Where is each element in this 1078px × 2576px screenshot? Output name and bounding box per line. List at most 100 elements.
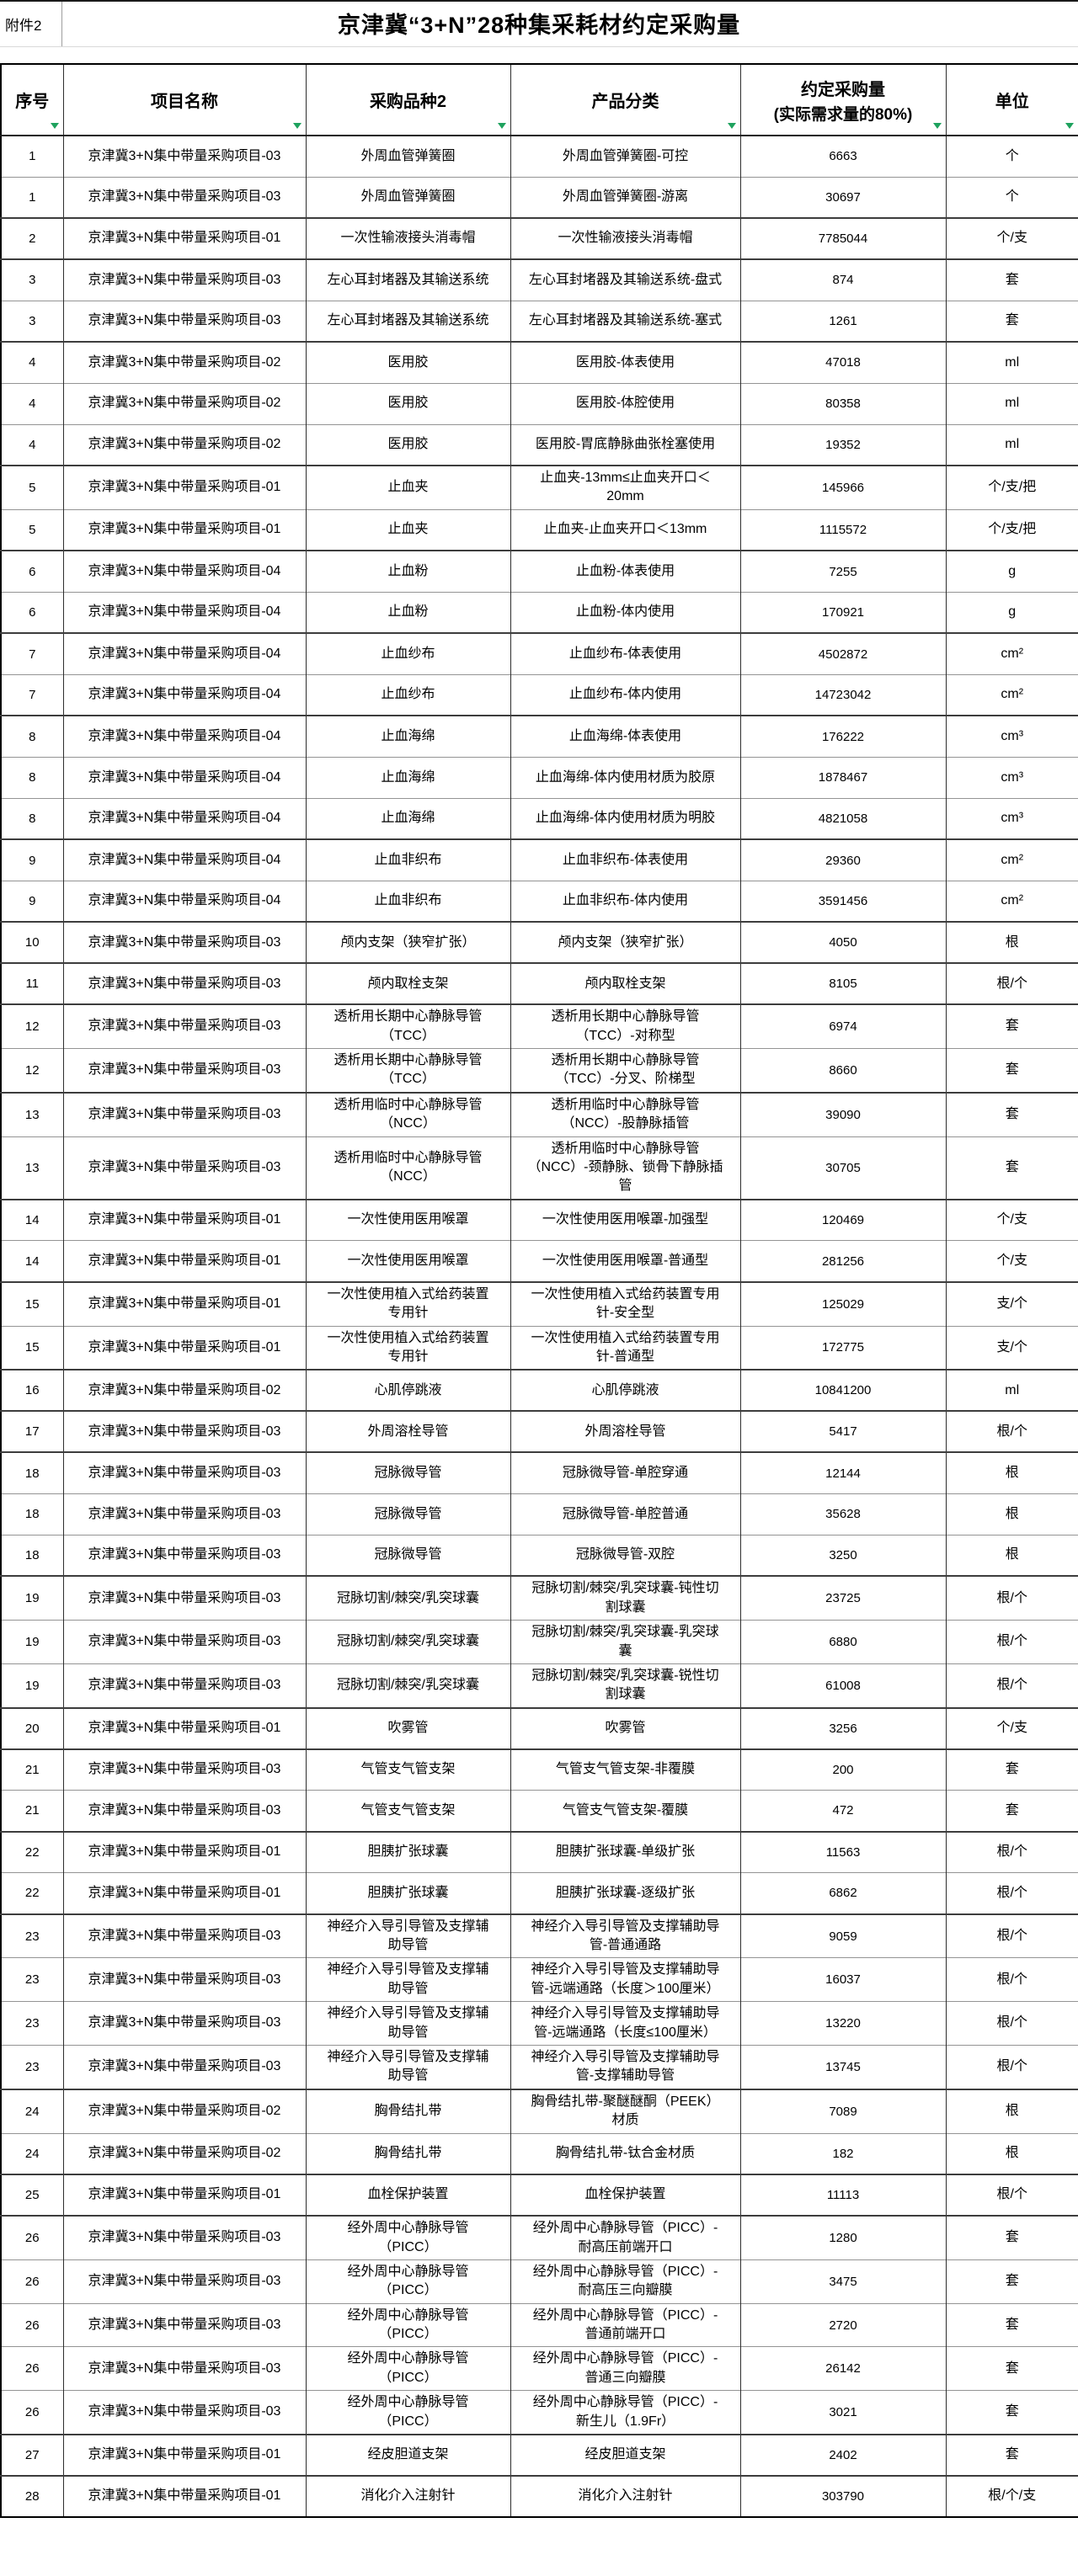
variety-cell[interactable]: 左心耳封堵器及其输送系统 [305, 258, 510, 301]
project-cell[interactable]: 京津冀3+N集中带量采购项目-01 [62, 464, 306, 510]
unit-cell[interactable]: 套 [945, 300, 1078, 342]
project-cell[interactable]: 京津冀3+N集中带量采购项目-03 [62, 2302, 306, 2347]
project-cell[interactable]: 京津冀3+N集中带量采购项目-04 [62, 632, 306, 675]
unit-cell[interactable]: 支/个 [945, 1280, 1078, 1327]
project-cell[interactable]: 京津冀3+N集中带量采购项目-02 [62, 423, 306, 466]
seq-cell[interactable]: 14 [1, 1198, 63, 1241]
unit-cell[interactable]: 根/个 [945, 1913, 1078, 1958]
qty-cell[interactable]: 26142 [739, 2346, 946, 2391]
variety-cell[interactable]: 止血非织布 [305, 880, 510, 923]
variety-cell[interactable]: 一次性使用医用喉罩 [305, 1240, 510, 1282]
category-cell[interactable]: 止血纱布-体内使用 [510, 673, 740, 716]
category-cell[interactable]: 止血粉-体表使用 [510, 550, 740, 593]
seq-cell[interactable]: 3 [1, 258, 63, 301]
category-cell[interactable]: 神经介入导引导管及支撑辅助导管-远端通路（长度＞100厘米） [510, 1957, 740, 2002]
category-cell[interactable]: 气管支气管支架-覆膜 [510, 1790, 740, 1832]
unit-cell[interactable]: 套 [945, 2346, 1078, 2391]
category-cell[interactable]: 左心耳封堵器及其输送系统-塞式 [510, 300, 740, 342]
category-cell[interactable]: 止血非织布-体表使用 [510, 838, 740, 881]
category-cell[interactable]: 颅内支架（狭窄扩张） [510, 921, 740, 964]
variety-cell[interactable]: 外周血管弹簧圈 [305, 136, 510, 177]
variety-cell[interactable]: 胆胰扩张球囊 [305, 1830, 510, 1873]
project-cell[interactable]: 京津冀3+N集中带量采购项目-03 [62, 1575, 306, 1621]
variety-cell[interactable]: 冠脉微导管 [305, 1451, 510, 1494]
seq-cell[interactable]: 6 [1, 550, 63, 593]
category-cell[interactable]: 经外周中心静脉导管（PICC）-耐高压前端开口 [510, 2215, 740, 2260]
qty-cell[interactable]: 29360 [739, 838, 946, 881]
project-cell[interactable]: 京津冀3+N集中带量采购项目-01 [62, 2434, 306, 2477]
project-cell[interactable]: 京津冀3+N集中带量采购项目-03 [62, 300, 306, 342]
unit-cell[interactable]: 根/个 [945, 962, 1078, 1005]
project-cell[interactable]: 京津冀3+N集中带量采购项目-03 [62, 1957, 306, 2002]
unit-cell[interactable]: 套 [945, 2215, 1078, 2260]
unit-cell[interactable]: 个/支/把 [945, 508, 1078, 551]
unit-cell[interactable]: cm³ [945, 797, 1078, 840]
project-cell[interactable]: 京津冀3+N集中带量采购项目-03 [62, 1048, 306, 1093]
category-cell[interactable]: 经外周中心静脉导管（PICC）-新生儿（1.9Fr） [510, 2390, 740, 2435]
seq-cell[interactable]: 23 [1, 1957, 63, 2002]
variety-cell[interactable]: 一次性使用植入式给药装置专用针 [305, 1325, 510, 1370]
unit-cell[interactable]: cm² [945, 673, 1078, 716]
unit-cell[interactable]: 根/个 [945, 2045, 1078, 2089]
variety-cell[interactable]: 经外周中心静脉导管（PICC） [305, 2346, 510, 2391]
qty-cell[interactable]: 3256 [739, 1706, 946, 1749]
unit-cell[interactable]: 根/个 [945, 1575, 1078, 1621]
seq-cell[interactable]: 2 [1, 217, 63, 259]
unit-cell[interactable]: g [945, 591, 1078, 634]
unit-cell[interactable]: cm² [945, 838, 1078, 881]
variety-cell[interactable]: 透析用长期中心静脉导管（TCC） [305, 1048, 510, 1093]
project-cell[interactable]: 京津冀3+N集中带量采购项目-03 [62, 2390, 306, 2435]
qty-cell[interactable]: 11113 [739, 2174, 946, 2217]
category-cell[interactable]: 一次性使用医用喉罩-普通型 [510, 1240, 740, 1282]
project-cell[interactable]: 京津冀3+N集中带量采购项目-03 [62, 1003, 306, 1049]
category-cell[interactable]: 冠脉切割/棘突/乳突球囊-锐性切割球囊 [510, 1663, 740, 1708]
project-cell[interactable]: 京津冀3+N集中带量采购项目-03 [62, 2346, 306, 2391]
project-cell[interactable]: 京津冀3+N集中带量采购项目-03 [62, 2045, 306, 2089]
category-cell[interactable]: 经外周中心静脉导管（PICC）-耐高压三向瓣膜 [510, 2259, 740, 2304]
unit-cell[interactable]: 根 [945, 2088, 1078, 2134]
variety-cell[interactable]: 血栓保护装置 [305, 2174, 510, 2217]
unit-cell[interactable]: 套 [945, 258, 1078, 301]
unit-cell[interactable]: 个/支/把 [945, 464, 1078, 510]
variety-cell[interactable]: 外周溶栓导管 [305, 1410, 510, 1453]
category-cell[interactable]: 一次性输液接头消毒帽 [510, 217, 740, 259]
unit-cell[interactable]: 根 [945, 1493, 1078, 1535]
seq-cell[interactable]: 22 [1, 1872, 63, 1914]
seq-cell[interactable]: 4 [1, 423, 63, 466]
qty-cell[interactable]: 1878467 [739, 756, 946, 799]
seq-cell[interactable]: 1 [1, 136, 63, 177]
unit-cell[interactable]: 个/支 [945, 1198, 1078, 1241]
qty-cell[interactable]: 6974 [739, 1003, 946, 1049]
project-cell[interactable]: 京津冀3+N集中带量采购项目-03 [62, 921, 306, 964]
project-cell[interactable]: 京津冀3+N集中带量采购项目-04 [62, 550, 306, 593]
qty-cell[interactable]: 30697 [739, 176, 946, 218]
project-cell[interactable]: 京津冀3+N集中带量采购项目-03 [62, 258, 306, 301]
filter-dropdown-icon[interactable] [725, 120, 738, 131]
qty-cell[interactable]: 30705 [739, 1136, 946, 1200]
seq-cell[interactable]: 5 [1, 508, 63, 551]
unit-cell[interactable]: 套 [945, 1048, 1078, 1093]
project-cell[interactable]: 京津冀3+N集中带量采购项目-02 [62, 2132, 306, 2175]
qty-cell[interactable]: 170921 [739, 591, 946, 634]
unit-cell[interactable]: 支/个 [945, 1325, 1078, 1370]
category-cell[interactable]: 医用胶-胃底静脉曲张栓塞使用 [510, 423, 740, 466]
qty-cell[interactable]: 176222 [739, 715, 946, 758]
qty-cell[interactable]: 39090 [739, 1091, 946, 1137]
project-cell[interactable]: 京津冀3+N集中带量采购项目-01 [62, 1706, 306, 1749]
variety-cell[interactable]: 经外周中心静脉导管（PICC） [305, 2259, 510, 2304]
seq-cell[interactable]: 24 [1, 2088, 63, 2134]
filter-dropdown-icon[interactable] [1064, 120, 1075, 131]
qty-cell[interactable]: 303790 [739, 2475, 946, 2518]
qty-cell[interactable]: 14723042 [739, 673, 946, 716]
category-cell[interactable]: 胸骨结扎带-钛合金材质 [510, 2132, 740, 2175]
unit-cell[interactable]: 套 [945, 1790, 1078, 1832]
seq-cell[interactable]: 3 [1, 300, 63, 342]
seq-cell[interactable]: 8 [1, 715, 63, 758]
project-cell[interactable]: 京津冀3+N集中带量采购项目-04 [62, 880, 306, 923]
seq-cell[interactable]: 24 [1, 2132, 63, 2175]
qty-cell[interactable]: 8660 [739, 1048, 946, 1093]
qty-cell[interactable]: 6663 [739, 136, 946, 177]
category-cell[interactable]: 止血粉-体内使用 [510, 591, 740, 634]
project-cell[interactable]: 京津冀3+N集中带量采购项目-04 [62, 673, 306, 716]
seq-cell[interactable]: 9 [1, 880, 63, 923]
